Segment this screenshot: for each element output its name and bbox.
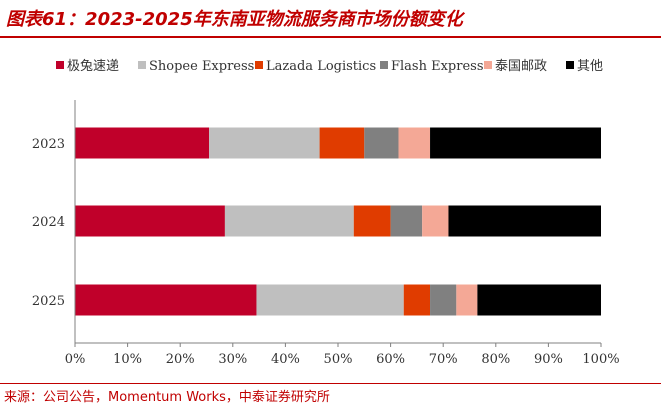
bar-segment xyxy=(477,284,601,316)
stacked-bar-chart: 极兔速递 Shopee Express Lazada Logistics Flash … xyxy=(32,59,620,367)
title-bar: 图表61：2023-2025年东南亚物流服务商市场份额变化 xyxy=(0,0,661,38)
legend-swatch xyxy=(138,61,146,69)
x-tick-label: 70% xyxy=(429,352,458,367)
x-tick-label: 20% xyxy=(166,352,195,367)
category-label: 2024 xyxy=(32,215,65,230)
bar-segment xyxy=(398,127,431,159)
source-divider xyxy=(0,383,661,384)
legend-label: Lazada Logistics xyxy=(266,59,376,74)
category-label: 2025 xyxy=(32,294,65,309)
x-tick-label: 60% xyxy=(376,352,405,367)
x-tick-label: 10% xyxy=(113,352,142,367)
legend-swatch xyxy=(484,61,492,69)
bar-segment xyxy=(209,127,320,159)
bar-segment xyxy=(75,205,225,237)
legend-swatch xyxy=(566,61,574,69)
bar-segment xyxy=(430,127,601,159)
category-label: 2023 xyxy=(32,137,65,152)
x-tick-label: 40% xyxy=(271,352,300,367)
legend-label: Flash Express xyxy=(391,59,484,74)
bar-segment xyxy=(353,205,391,237)
x-tick-label: 30% xyxy=(218,352,247,367)
legend-swatch xyxy=(255,61,263,69)
bar-segment xyxy=(448,205,601,237)
bar-segment xyxy=(430,284,457,316)
chart-bars xyxy=(75,127,601,316)
bar-segment xyxy=(319,127,365,159)
x-tick-label: 100% xyxy=(582,352,619,367)
bar-segment xyxy=(224,205,354,237)
page-title: 图表61：2023-2025年东南亚物流服务商市场份额变化 xyxy=(6,9,463,30)
bar-segment xyxy=(75,127,210,159)
title-divider xyxy=(0,36,661,38)
bar-segment xyxy=(75,284,257,316)
bar-segment xyxy=(390,205,423,237)
legend-label: 极兔速递 xyxy=(67,59,119,74)
x-tick-label: 0% xyxy=(65,352,86,367)
chart-legend: 极兔速递 Shopee Express Lazada Logistics Flash … xyxy=(56,59,603,74)
x-tick-label: 50% xyxy=(324,352,353,367)
x-tick-label: 90% xyxy=(534,352,563,367)
source-note: 来源：公司公告，Momentum Works，中泰证券研究所 xyxy=(4,390,330,405)
bar-segment xyxy=(364,127,399,159)
bar-segment xyxy=(403,284,431,316)
bar-segment xyxy=(456,284,478,316)
bar-segment xyxy=(256,284,404,316)
legend-label: 其他 xyxy=(577,59,603,74)
legend-label: Shopee Express xyxy=(149,59,254,74)
legend-label: 泰国邮政 xyxy=(495,59,547,74)
chart-axes: 2023 2024 2025 0% 10% 20% 30% 40% 50% 60% 70% 80% 90… xyxy=(32,100,620,367)
bar-segment xyxy=(422,205,449,237)
legend-swatch xyxy=(380,61,388,69)
legend-swatch xyxy=(56,61,64,69)
x-tick-label: 80% xyxy=(481,352,510,367)
